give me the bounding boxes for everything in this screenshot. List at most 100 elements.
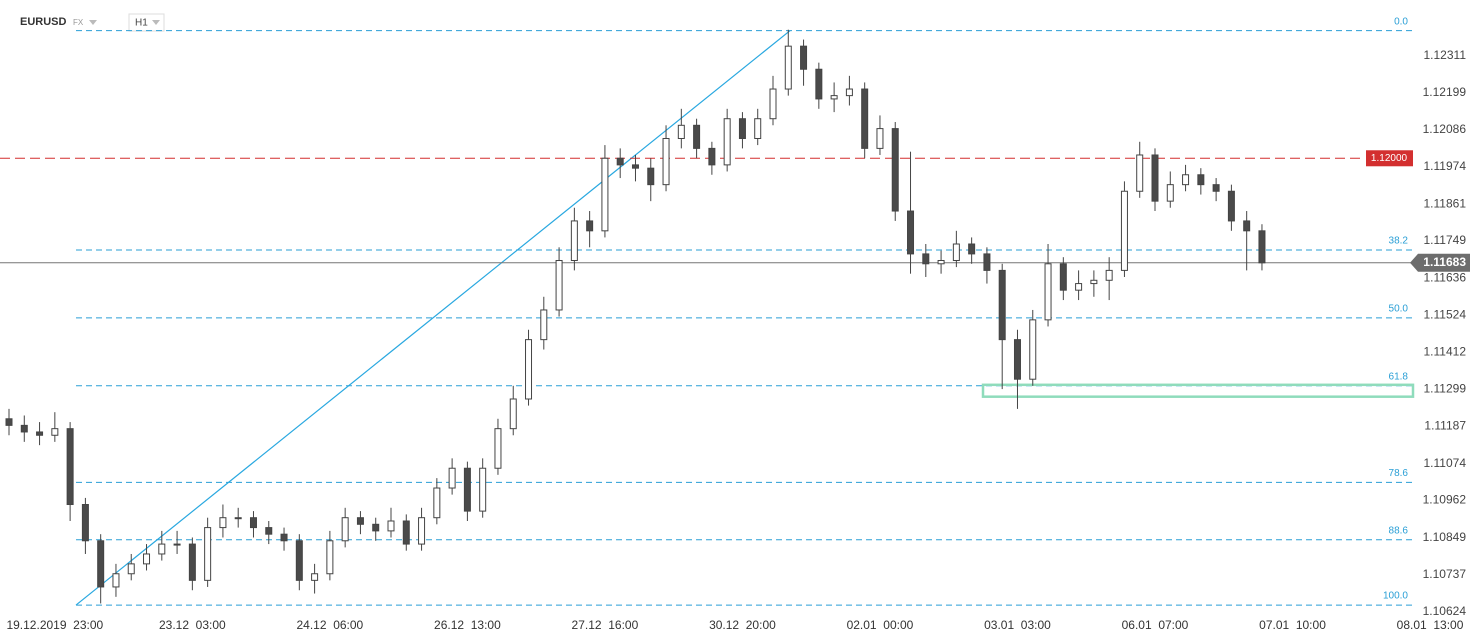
candle-body	[387, 520, 395, 532]
level-label: 1.12000	[1371, 153, 1408, 164]
support-zone	[981, 383, 1415, 398]
candle-body	[907, 210, 915, 255]
candle-body	[570, 220, 578, 261]
y-tick-label: 1.10849	[1423, 530, 1467, 544]
candle-body	[204, 527, 212, 581]
candle-body	[1197, 174, 1205, 186]
candle-body	[1075, 283, 1083, 291]
candle-body	[127, 563, 135, 575]
candle-body	[1013, 339, 1021, 380]
candle-body	[540, 309, 548, 341]
candle-body	[784, 45, 792, 90]
last-price-tag	[1410, 253, 1470, 272]
candle-body	[1227, 190, 1235, 222]
candle-body	[922, 253, 930, 265]
y-tick-label: 1.12311	[1424, 48, 1467, 62]
x-tick-label: 02.01 00:00	[847, 618, 914, 632]
candle-body	[998, 269, 1006, 341]
candle-body	[647, 167, 655, 186]
candle-body	[158, 543, 166, 555]
candle-body	[769, 88, 777, 120]
candle-body	[173, 543, 181, 546]
fib-label: 100.0	[1383, 591, 1408, 602]
candle-body	[249, 517, 257, 529]
candle-body	[845, 88, 853, 97]
candle-body	[51, 428, 59, 436]
x-tick-label: 08.01 13:00	[1397, 618, 1464, 632]
candle-body	[1105, 269, 1113, 281]
trend-line	[75, 30, 791, 606]
candle-body	[1090, 279, 1098, 285]
candle-body	[372, 523, 380, 532]
candle-body	[280, 533, 288, 542]
candle-body	[265, 527, 273, 535]
fib-label: 61.8	[1389, 371, 1409, 382]
timeframe[interactable]: H1	[135, 18, 148, 29]
candle-body	[433, 487, 441, 519]
candle-body	[66, 428, 74, 506]
candle-body	[1166, 184, 1174, 202]
candle-body	[509, 398, 517, 430]
candle-body	[326, 540, 334, 575]
dropdown-arrow[interactable]	[152, 20, 160, 25]
x-tick-label: 26.12 13:00	[434, 618, 501, 632]
candle-body	[586, 220, 594, 232]
candle-body	[402, 520, 410, 545]
candle-body	[525, 339, 533, 400]
y-tick-label: 1.11636	[1424, 270, 1467, 284]
candle-body	[1136, 154, 1144, 192]
x-tick-label: 24.12 06:00	[297, 618, 364, 632]
candle-body	[97, 540, 105, 588]
candle-body	[20, 424, 28, 433]
candle-body	[418, 517, 426, 545]
candle-body	[616, 157, 624, 166]
candle-body	[234, 517, 242, 520]
candle-body	[36, 431, 44, 436]
x-tick-label: 06.01 07:00	[1122, 618, 1189, 632]
candle-body	[112, 573, 120, 588]
candle-body	[5, 418, 13, 426]
candle-body	[311, 573, 319, 581]
y-tick-label: 1.11749	[1424, 233, 1467, 247]
candle-body	[188, 543, 196, 581]
x-tick-label: 27.12 16:00	[572, 618, 639, 632]
y-tick-label: 1.10962	[1423, 493, 1467, 507]
market: FX	[73, 18, 84, 27]
candle-body	[143, 553, 151, 565]
x-tick-label: 19.12.2019 23:00	[6, 618, 103, 632]
candle-body	[876, 128, 884, 149]
candle-body	[677, 124, 685, 139]
candle-body	[1044, 263, 1052, 321]
y-tick-label: 1.12199	[1423, 85, 1467, 99]
y-tick-label: 1.10737	[1423, 567, 1467, 581]
candle-body	[1258, 230, 1266, 264]
dropdown-arrow[interactable]	[89, 20, 97, 25]
candle-body	[830, 95, 838, 100]
y-tick-label: 1.11974	[1424, 159, 1467, 173]
candle-body	[494, 428, 502, 469]
candle-body	[356, 517, 364, 525]
candle-body	[295, 540, 303, 581]
fib-label: 50.0	[1389, 304, 1409, 315]
candle-body	[815, 68, 823, 100]
candle-body	[1029, 319, 1037, 380]
fib-label: 78.6	[1389, 468, 1409, 479]
candle-body	[1212, 184, 1220, 192]
candle-body	[891, 128, 899, 212]
candle-body	[631, 164, 639, 169]
candle-body	[1120, 190, 1128, 271]
fib-label: 0.0	[1394, 16, 1408, 27]
x-tick-label: 30.12 20:00	[709, 618, 776, 632]
candle-body	[1059, 263, 1067, 291]
candle-body	[983, 253, 991, 271]
candle-body	[861, 88, 869, 149]
y-tick-label: 1.11861	[1424, 196, 1467, 210]
candle-body	[81, 504, 89, 542]
candle-body	[479, 467, 487, 512]
candle-body	[463, 467, 471, 512]
symbol[interactable]: EURUSD	[20, 16, 67, 28]
x-tick-label: 03.01 03:00	[984, 618, 1051, 632]
x-tick-label: 07.01 10:00	[1259, 618, 1326, 632]
x-tick-label: 23.12 03:00	[159, 618, 226, 632]
